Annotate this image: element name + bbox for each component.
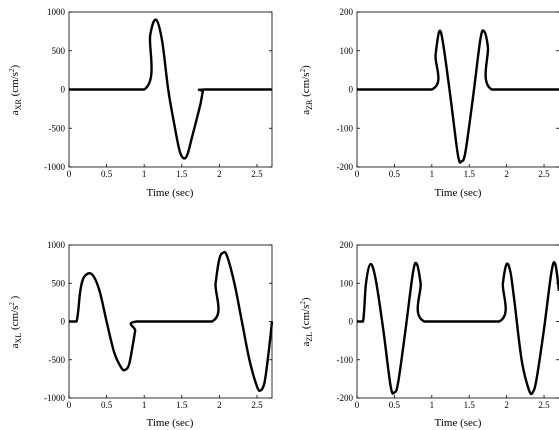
x-axis-label: Time (sec)	[435, 417, 482, 429]
y-tick-label: -1000	[44, 393, 65, 403]
x-tick-label: 0.5	[101, 169, 113, 179]
y-tick-label: -200	[337, 162, 354, 172]
series-line-zl	[357, 261, 559, 396]
panel-xr: 0 0.5 1 1.5 2 2.5 -1000 -500 0 500 1000 Time (sec)…	[8, 7, 273, 199]
x-tick-label: 1	[430, 400, 435, 410]
ticks: 0 0.5 1 1.5 2 2.5 -200 -100 0 100 200	[337, 240, 559, 410]
y-tick-label: -1000	[44, 162, 65, 172]
y-tick-label: -100	[337, 355, 354, 365]
x-tick-label: 1	[430, 169, 435, 179]
ticks: 0 0.5 1 1.5 2 2.5 -200 -100 0 100 200	[337, 7, 559, 179]
ticks: 0 0.5 1 1.5 2 2.5 -1000 -500 0 500 1000	[44, 240, 272, 410]
panel-xl: 0 0.5 1 1.5 2 2.5 -1000 -500 0 500 1000 Time (sec)…	[8, 240, 274, 429]
y-tick-label: 200	[340, 240, 354, 250]
x-tick-label: 2	[217, 400, 222, 410]
panel-zl: 0 0.5 1 1.5 2 2.5 -200 -100 0 100 200 Time (sec) a…	[299, 240, 559, 429]
panel-zr: 0 0.5 1 1.5 2 2.5 -200 -100 0 100 200 Time (sec) a…	[299, 7, 559, 199]
y-tick-label: 100	[340, 46, 354, 56]
y-tick-label: -500	[49, 123, 66, 133]
x-tick-label: 2	[504, 400, 509, 410]
y-tick-label: 1000	[47, 7, 66, 17]
x-tick-label: 1	[142, 169, 147, 179]
x-tick-label: 2	[217, 169, 222, 179]
series-line-xl	[69, 250, 274, 392]
x-tick-label: 0	[355, 400, 360, 410]
y-tick-label: -500	[49, 355, 66, 365]
y-axis-label: aXL (cm/s2 )	[8, 295, 23, 348]
x-tick-label: 0.5	[389, 169, 401, 179]
y-tick-label: 100	[340, 278, 354, 288]
y-axis-label: aZR (cm/s2)	[299, 65, 314, 115]
x-axis-label: Time (sec)	[435, 187, 482, 199]
x-tick-label: 1	[142, 400, 147, 410]
series-line-xr	[69, 18, 272, 160]
x-tick-label: 0	[67, 169, 72, 179]
y-axis-label: aXR (cm/s2)	[8, 64, 23, 115]
y-axis-label: aZL (cm/s2)	[299, 297, 314, 346]
y-tick-label: 1000	[47, 240, 66, 250]
x-tick-label: 1.5	[176, 400, 188, 410]
x-tick-label: 1.5	[176, 169, 188, 179]
x-tick-label: 2.5	[251, 400, 263, 410]
ticks: 0 0.5 1 1.5 2 2.5 -1000 -500 0 500 1000	[44, 7, 272, 179]
y-tick-label: 200	[340, 7, 354, 17]
x-tick-label: 0.5	[389, 400, 401, 410]
x-axis-label: Time (sec)	[147, 187, 194, 199]
x-tick-label: 2.5	[251, 169, 263, 179]
y-tick-label: 0	[61, 317, 66, 327]
x-axis-label: Time (sec)	[147, 417, 194, 429]
x-tick-label: 2	[504, 169, 509, 179]
x-tick-label: 1.5	[464, 400, 476, 410]
x-tick-label: 0	[67, 400, 72, 410]
x-tick-label: 2.5	[538, 169, 550, 179]
x-tick-label: 1.5	[464, 169, 476, 179]
y-tick-label: 500	[52, 278, 66, 288]
x-tick-label: 0.5	[101, 400, 113, 410]
series-line-zr	[357, 29, 559, 164]
y-tick-label: -200	[337, 393, 354, 403]
y-tick-label: -100	[337, 123, 354, 133]
x-tick-label: 2.5	[538, 400, 550, 410]
y-tick-label: 0	[349, 317, 354, 327]
x-tick-label: 0	[355, 169, 360, 179]
y-tick-label: 500	[52, 46, 66, 56]
y-tick-label: 0	[61, 85, 66, 95]
y-tick-label: 0	[349, 85, 354, 95]
